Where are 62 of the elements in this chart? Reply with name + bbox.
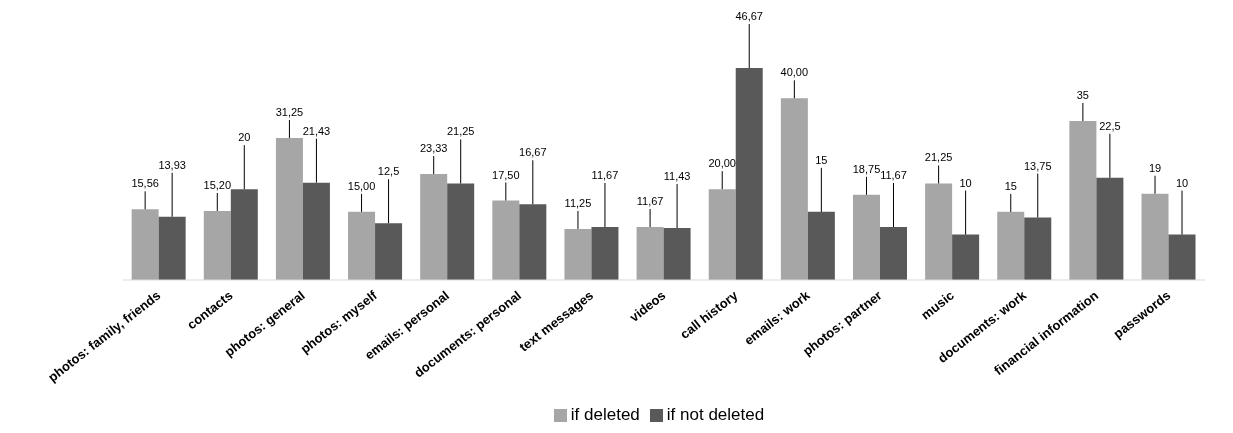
bar [492, 200, 520, 280]
data-label: 15 [815, 153, 828, 166]
bar [636, 226, 664, 280]
bar [420, 174, 448, 280]
data-label: 17,50 [492, 168, 520, 181]
data-label: 20,00 [708, 157, 736, 170]
bar [1069, 121, 1097, 280]
data-label: 23,33 [419, 142, 448, 155]
bar [230, 189, 258, 280]
bar [131, 209, 159, 280]
bar [375, 223, 403, 280]
data-label: 18,75 [852, 162, 881, 175]
data-label: 31,25 [275, 106, 304, 119]
data-label: 13,93 [158, 158, 186, 171]
legend-label: if deleted [570, 405, 640, 424]
bar [1168, 234, 1196, 280]
bar [158, 216, 186, 280]
bar [735, 68, 763, 280]
legend-label: if not deleted [666, 405, 765, 424]
data-label: 13,75 [1023, 159, 1052, 172]
data-label: 22,5 [1099, 119, 1121, 132]
data-label: 10 [1175, 176, 1189, 189]
bar [1024, 217, 1052, 280]
data-label: 15,00 [347, 179, 376, 192]
bar [564, 228, 592, 280]
data-label: 40,00 [780, 66, 809, 79]
bar [879, 226, 907, 280]
data-label: 16,67 [519, 146, 547, 159]
bar [1141, 193, 1169, 280]
data-label: 20 [238, 131, 251, 144]
bar [203, 210, 231, 280]
bar [275, 138, 303, 280]
data-label: 21,25 [924, 151, 953, 164]
data-label: 21,25 [446, 125, 475, 138]
data-label: 19 [1148, 161, 1162, 174]
data-label: 11,25 [564, 196, 592, 209]
data-label: 10 [959, 176, 972, 189]
data-label: 11,67 [636, 194, 664, 207]
bar [1096, 177, 1124, 280]
bar [348, 211, 376, 280]
data-label: 15,56 [131, 177, 159, 190]
bar [780, 98, 808, 280]
bar [925, 183, 953, 280]
bar [591, 226, 619, 280]
data-label: 11,67 [591, 168, 619, 181]
bar [302, 182, 330, 280]
data-label: 35 [1076, 89, 1090, 102]
data-label: 12,5 [377, 165, 400, 178]
data-label: 11,67 [880, 168, 907, 181]
data-label: 11,43 [663, 170, 691, 183]
bar [663, 228, 691, 280]
data-label: 15,20 [203, 178, 232, 191]
bar [852, 194, 880, 280]
bar [952, 234, 980, 280]
data-label: 15 [1004, 179, 1017, 192]
bar [997, 211, 1025, 280]
bar [807, 211, 835, 280]
bar [447, 183, 475, 280]
data-label: 46,67 [735, 10, 763, 22]
data-label: 21,43 [302, 124, 331, 137]
bar [708, 189, 736, 280]
bar [519, 204, 547, 280]
